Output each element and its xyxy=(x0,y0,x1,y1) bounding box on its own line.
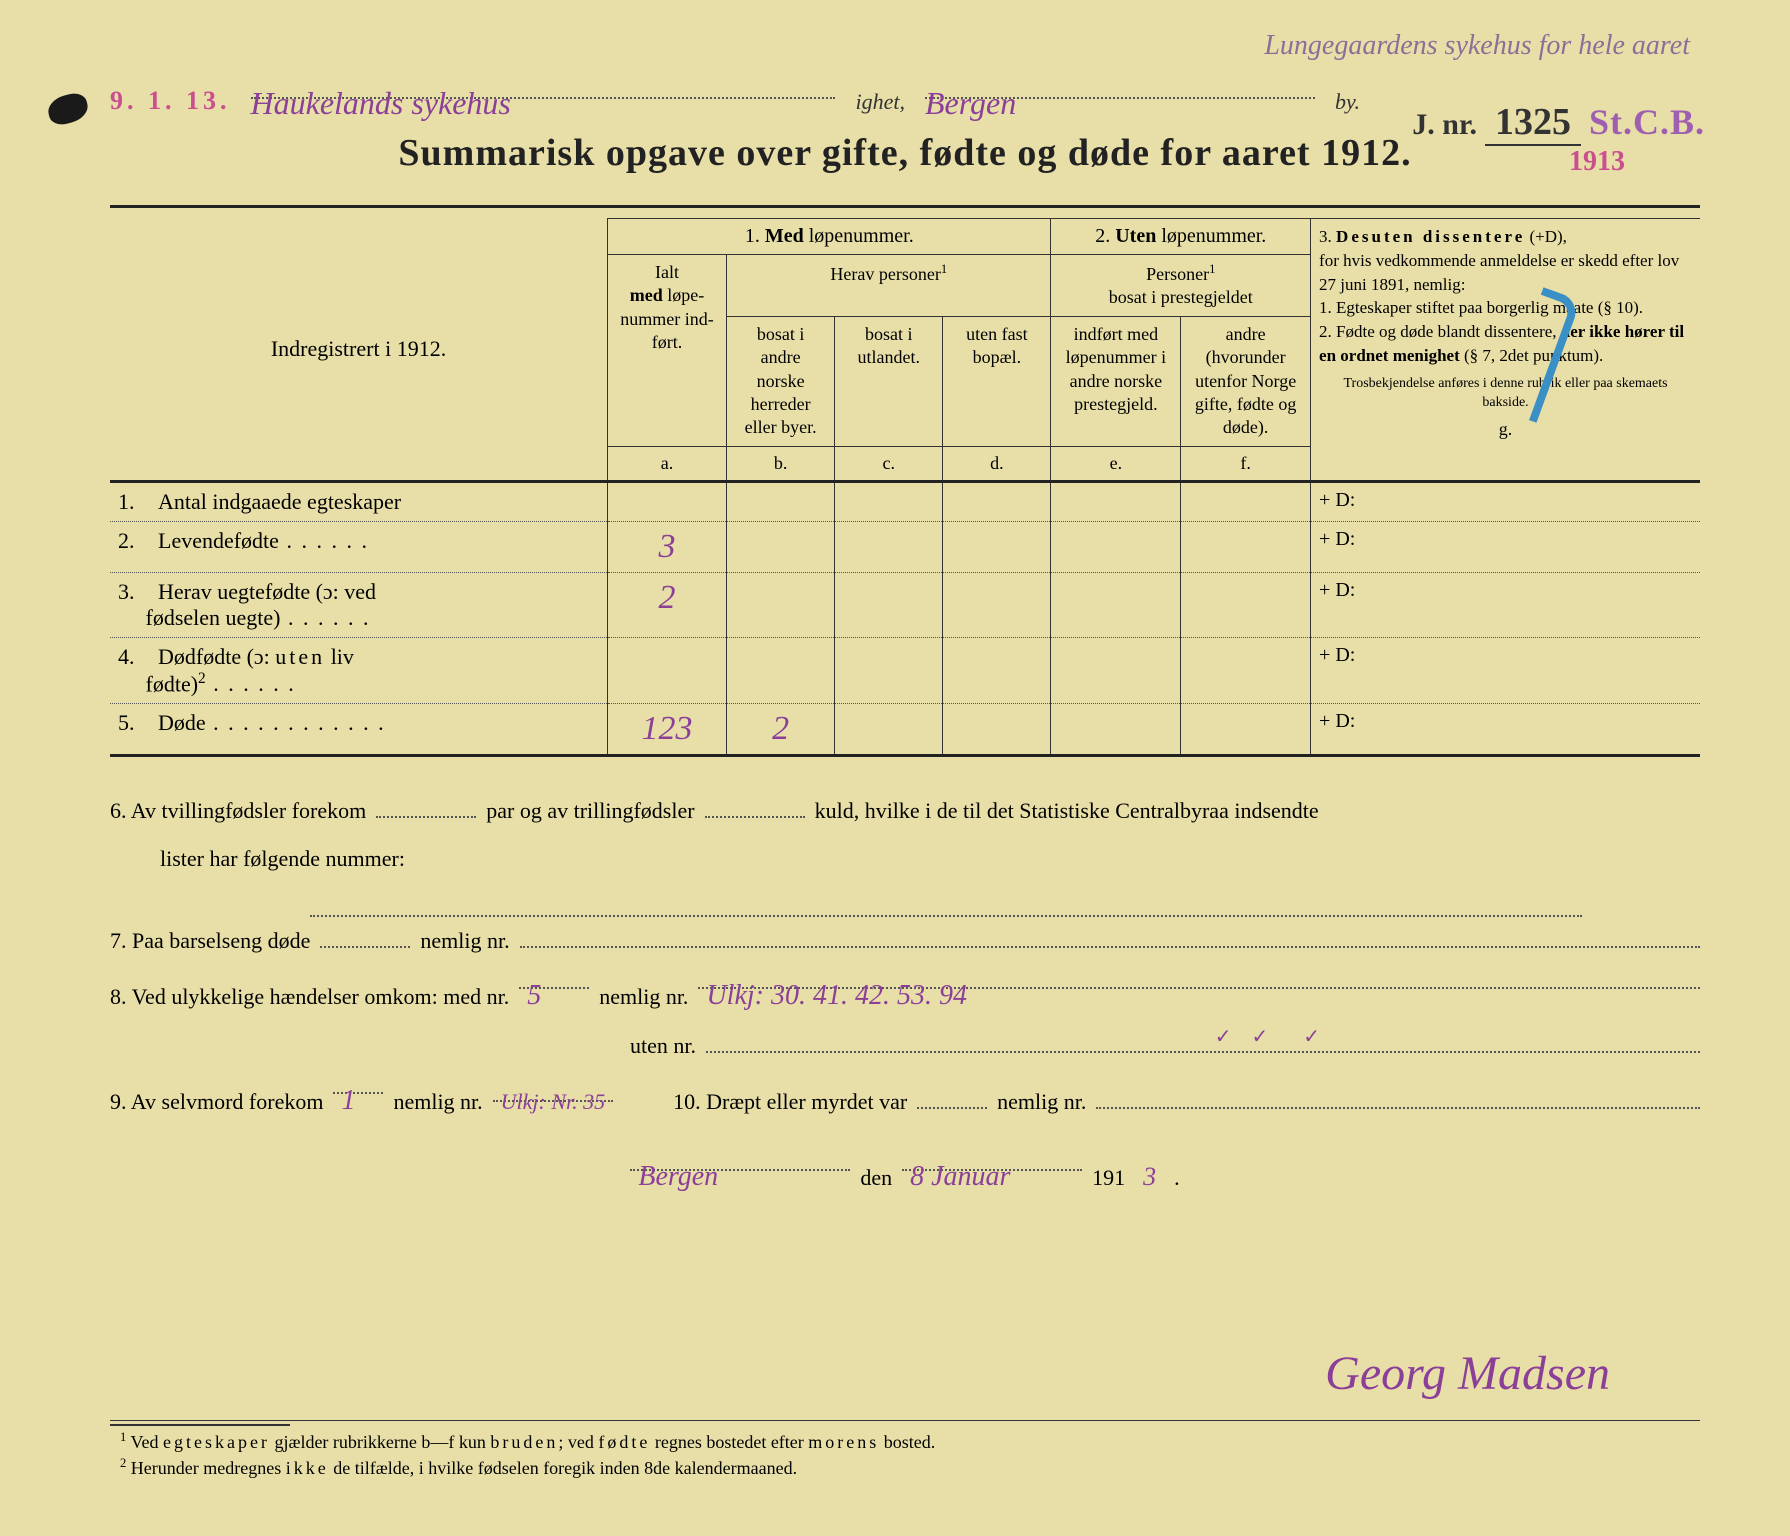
received-date-stamp: 9. 1. 13. xyxy=(110,86,231,116)
title-rule xyxy=(110,205,1700,208)
table-row: 2.Levendefødte 3 + D: xyxy=(110,521,1700,572)
col-b-desc: bosat i andre norske herreder eller byer… xyxy=(727,316,835,446)
table-row: 3.Herav uegtefødte (ɔ: ved fødselen uegt… xyxy=(110,572,1700,637)
row2-a: 3 xyxy=(608,521,727,572)
row3-label: 3.Herav uegtefødte (ɔ: ved fødselen uegt… xyxy=(110,572,608,637)
row1-a xyxy=(608,481,727,521)
row2-label: 2.Levendefødte xyxy=(110,521,608,572)
line9-count: 1 xyxy=(333,1085,363,1116)
col3-item2: 2. Fødte og døde blandt dissentere, der … xyxy=(1319,322,1684,365)
col3-body: for hvis vedkommende anmeldelse er skedd… xyxy=(1319,251,1679,294)
printed-ighet: ighet, xyxy=(855,89,905,115)
table-row: 4.Dødfødte (ɔ: uten liv fødte)2 + D: xyxy=(110,637,1700,703)
signature: Georg Madsen xyxy=(1325,1346,1610,1401)
col-letter-b: b. xyxy=(727,446,835,481)
col-letter-d: d. xyxy=(943,446,1051,481)
printed-by: by. xyxy=(1335,89,1360,115)
institution-name: Haukelands sykehus xyxy=(251,85,511,121)
col-herav: Herav personer1 xyxy=(727,255,1051,317)
col-letter-a: a. xyxy=(608,446,727,481)
document-paper: Lungegaardens sykehus for hele aaret 9. … xyxy=(0,0,1790,1536)
city-name: Bergen xyxy=(925,85,1016,121)
col2-header: 2. Uten løpenummer. xyxy=(1051,219,1311,255)
col-letter-g: g. xyxy=(1319,417,1692,442)
footnotes: 1 Ved egteskaper gjælder rubrikkerne b—f… xyxy=(110,1420,1700,1481)
col-letter-e: e. xyxy=(1051,446,1181,481)
jnr-year: 1913 xyxy=(1412,146,1625,178)
col-e-desc: indført med løpenummer i andre norske pr… xyxy=(1051,316,1181,446)
col-c-desc: bosat i utlandet. xyxy=(835,316,943,446)
row1-label: 1.Antal indgaaede egteskaper xyxy=(110,481,608,521)
row5-b: 2 xyxy=(727,704,835,756)
line-8: 8. Ved ulykkelige hændelser omkom: med n… xyxy=(110,965,1700,1021)
blank-line xyxy=(310,884,1582,917)
col-f-desc: andre (hvorunder utenfor Norge gifte, fø… xyxy=(1181,316,1311,446)
main-table: Indregistrert i 1912. 1. Med løpenummer.… xyxy=(110,218,1700,757)
row1-b xyxy=(727,481,835,521)
line-8-cont: uten nr. xyxy=(630,1022,1700,1070)
left-header-cell: Indregistrert i 1912. xyxy=(110,219,608,482)
paper-blemish xyxy=(45,90,91,127)
jnr-label: J. nr. xyxy=(1412,108,1477,142)
footnote-2: 2 Herunder medregnes ikke de tilfælde, i… xyxy=(140,1455,1700,1481)
jnr-number: 1325 xyxy=(1485,100,1581,146)
col3-description: 3. Desuten dissentere (+D), for hvis ved… xyxy=(1311,219,1700,482)
sig-year-digit: 3 xyxy=(1135,1148,1164,1205)
col3-item1: 1. Egteskaper stiftet paa borgerlig maat… xyxy=(1319,298,1643,317)
line8-count: 5 xyxy=(519,980,549,1011)
row5-a: 123 xyxy=(608,704,727,756)
top-margin-note: Lungegaardens sykehus for hele aaret xyxy=(1264,30,1690,62)
line8-numbers: Ulkj: 30. 41. 42. 53. 94 xyxy=(698,980,975,1011)
table-row: 5.Døde 123 2 + D: xyxy=(110,704,1700,756)
col-d-desc: uten fast bopæl. xyxy=(943,316,1051,446)
footnote-1: 1 Ved egteskaper gjælder rubrikkerne b—f… xyxy=(140,1429,1700,1455)
sig-place: Bergen xyxy=(630,1161,726,1192)
row5-label: 5.Døde xyxy=(110,704,608,756)
lower-section: 6. Av tvillingfødsler forekom par og av … xyxy=(110,787,1700,1206)
col-a-desc: Ialtmed løpe-nummer ind-ført. xyxy=(608,255,727,447)
signature-row: Bergen den 8 Januar 1913. xyxy=(110,1146,1700,1205)
line-6-cont: lister har følgende nummer: xyxy=(160,835,1700,883)
row1-plusd: + D: xyxy=(1311,481,1700,521)
table-row: 1.Antal indgaaede egteskaper + D: xyxy=(110,481,1700,521)
line-9-10: 9. Av selvmord forekom 1 nemlig nr. Ulkj… xyxy=(110,1070,1700,1126)
col-letter-c: c. xyxy=(835,446,943,481)
col2-sub: Personer1bosat i prestegjeldet xyxy=(1051,255,1311,317)
line-7: 7. Paa barselseng døde nemlig nr. xyxy=(110,917,1700,965)
journal-number-block: J. nr. 1325 St.C.B. 1913 xyxy=(1412,100,1705,178)
line9-numbers: Ulkj: Nr. 35 xyxy=(493,1089,614,1114)
col-letter-f: f. xyxy=(1181,446,1311,481)
sig-date: 8 Januar xyxy=(902,1161,1018,1192)
row4-label: 4.Dødfødte (ɔ: uten liv fødte)2 xyxy=(110,637,608,703)
col1-header: 1. Med løpenummer. xyxy=(608,219,1051,255)
line-6: 6. Av tvillingfødsler forekom par og av … xyxy=(110,787,1700,835)
row3-a: 2 xyxy=(608,572,727,637)
stcb-stamp: St.C.B. xyxy=(1589,101,1705,143)
